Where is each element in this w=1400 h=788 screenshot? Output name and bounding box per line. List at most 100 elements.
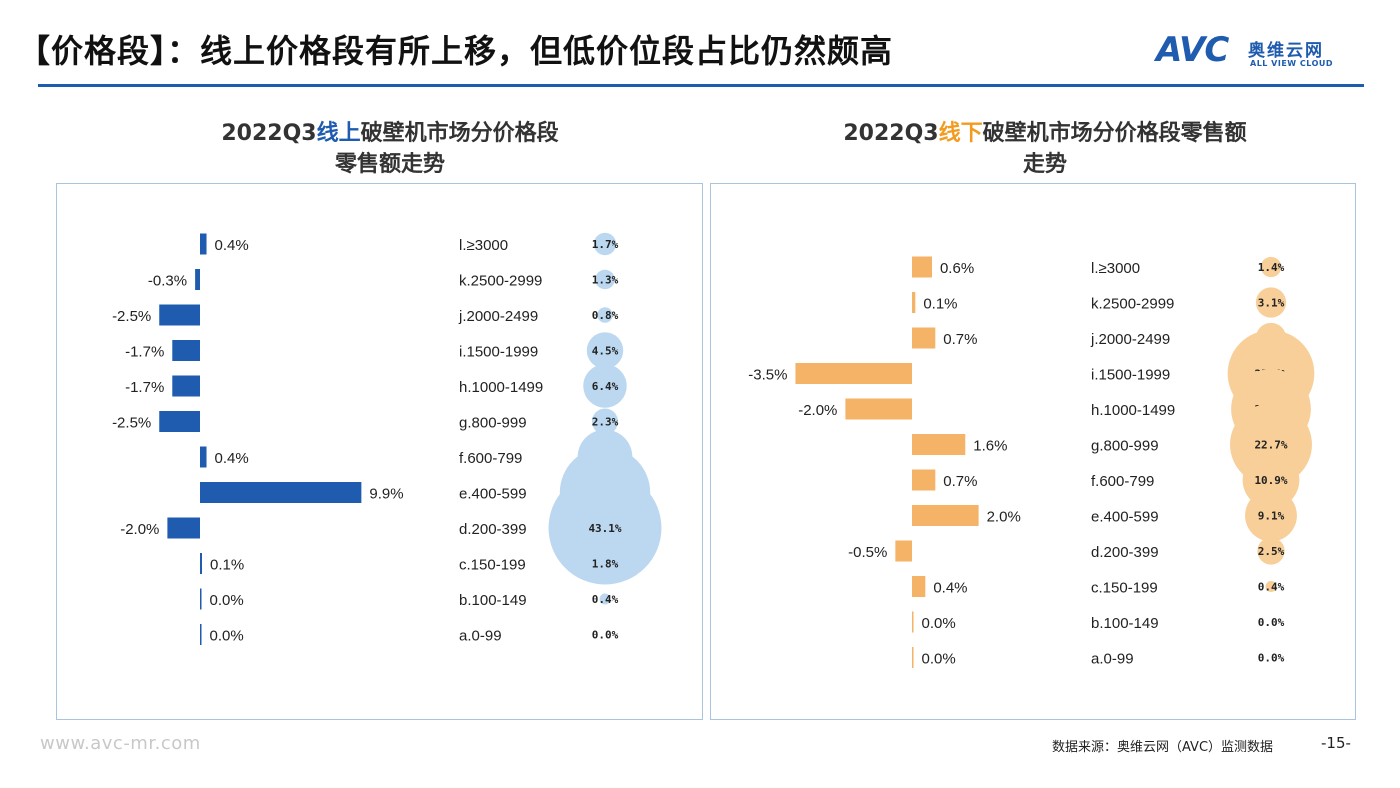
offline-bar [912, 647, 914, 668]
offline-share-label: 0.4% [1258, 581, 1285, 594]
offline-bar-label: 0.0% [922, 651, 956, 668]
offline-bar-label: -2.0% [798, 402, 837, 419]
online-category-label: k.2500-2999 [459, 273, 542, 290]
offline-bar [795, 363, 912, 384]
online-bar [159, 411, 200, 432]
online-share-label: 1.3% [592, 274, 619, 287]
online-bar-label: 0.1% [210, 557, 244, 574]
offline-bar-label: 0.7% [943, 473, 977, 490]
online-bar [200, 588, 202, 610]
offline-share-bubble [1265, 581, 1277, 592]
offline-share-label: 2.5% [1258, 545, 1285, 558]
offline-share-bubble [1245, 489, 1297, 542]
header-divider [38, 84, 1364, 87]
online-bar-label: -1.7% [125, 379, 164, 396]
offline-bar-label: 0.0% [922, 615, 956, 632]
online-bar-label: 0.4% [215, 237, 249, 254]
offline-category-label: a.0-99 [1091, 651, 1134, 668]
online-bar [172, 340, 200, 361]
online-share-bubble [597, 307, 613, 323]
footer-url: www.avc-mr.com [40, 733, 201, 754]
online-share-label: 2.3% [592, 416, 619, 429]
online-share-label: 43.1% [588, 522, 621, 535]
online-share-label: 0.8% [592, 309, 619, 322]
online-title-line2: 零售额走势 [334, 152, 445, 177]
offline-bar [912, 292, 916, 313]
offline-bar [912, 256, 932, 278]
online-category-label: l.≥3000 [459, 237, 508, 254]
online-bar-label: -2.0% [120, 521, 159, 538]
page-number: -15- [1321, 734, 1351, 752]
online-bar [200, 553, 202, 574]
online-share-label: 0.0% [592, 629, 619, 642]
online-share-label: 6.4% [592, 380, 619, 393]
offline-bar [912, 611, 914, 633]
online-category-label: i.1500-1999 [459, 344, 538, 361]
online-share-label: 4.5% [592, 345, 619, 358]
logo-cn-text: 奥维云网 [1248, 41, 1324, 61]
offline-category-label: d.200-399 [1091, 544, 1159, 561]
offline-category-label: g.800-999 [1091, 438, 1159, 455]
offline-bar-label: 2.0% [987, 509, 1021, 526]
offline-category-label: k.2500-2999 [1091, 296, 1174, 313]
offline-share-label: 0.0% [1258, 616, 1285, 629]
online-bar-label: 0.0% [210, 592, 244, 609]
online-category-label: a.0-99 [459, 628, 502, 645]
offline-category-label: i.1500-1999 [1091, 367, 1170, 384]
offline-category-label: b.100-149 [1091, 615, 1159, 632]
offline-bar [912, 469, 936, 491]
offline-bar-label: 1.6% [973, 438, 1007, 455]
offline-bar [912, 434, 966, 455]
online-title-highlight: 线上 [316, 121, 361, 146]
offline-bar-label: 0.7% [943, 331, 977, 348]
offline-category-label: h.1000-1499 [1091, 402, 1175, 419]
online-category-label: c.150-199 [459, 557, 526, 574]
logo-mark: AVC [1156, 30, 1229, 70]
offline-category-label: f.600-799 [1091, 473, 1154, 490]
online-bar [172, 375, 200, 397]
offline-bar-label: -3.5% [748, 367, 787, 384]
online-bar-label: 0.0% [210, 628, 244, 645]
offline-title-rest: 破壁机市场分价格段零售额 [982, 121, 1247, 146]
offline-share-label: 10.9% [1254, 474, 1287, 487]
offline-share-label: 0.0% [1258, 652, 1285, 665]
online-share-bubble [583, 364, 627, 408]
online-share-label: 1.8% [592, 558, 619, 571]
offline-share-label: 3.1% [1258, 297, 1285, 310]
offline-share-label: 9.1% [1258, 510, 1285, 523]
online-category-label: d.200-399 [459, 521, 527, 538]
offline-share-bubble [1260, 256, 1282, 278]
offline-share-label: 22.7% [1254, 439, 1287, 452]
online-share-bubble [599, 593, 611, 605]
offline-bar-label: 0.4% [933, 580, 967, 597]
offline-title-prefix: 2022Q3 [843, 121, 939, 146]
offline-category-label: c.150-199 [1091, 580, 1158, 597]
offline-share-bubble [1255, 287, 1287, 318]
online-share-bubble [586, 332, 624, 369]
online-bar [200, 624, 202, 645]
offline-title-line2: 走势 [1022, 152, 1067, 177]
online-category-label: f.600-799 [459, 450, 522, 467]
offline-chart-title: 2022Q3线下破壁机市场分价格段零售额 走势 [790, 118, 1300, 180]
online-category-label: j.2000-2499 [458, 308, 538, 325]
offline-bar-label: 0.6% [940, 260, 974, 277]
online-chart-title: 2022Q3线上破壁机市场分价格段 零售额走势 [160, 118, 620, 180]
avc-logo: AVC 奥维云网 ALL VIEW CLOUD [1156, 30, 1366, 74]
online-bar-label: -1.7% [125, 344, 164, 361]
offline-bar [912, 505, 979, 526]
online-bar [200, 482, 362, 503]
offline-chart-panel: 0.6% l.≥3000 1.4% 0.1% k.2500-2999 3.1% 0.7% j.… [710, 183, 1356, 720]
online-bar [200, 233, 207, 255]
online-share-bubble [593, 551, 617, 576]
offline-chart-svg: 0.6% l.≥3000 1.4% 0.1% k.2500-2999 3.1% 0.7% j.… [748, 256, 1315, 668]
online-share-bubble [591, 408, 619, 435]
offline-share-bubble [1257, 537, 1285, 565]
offline-category-label: j.2000-2499 [1090, 331, 1170, 348]
online-bar-label: 0.4% [215, 450, 249, 467]
offline-bar [912, 327, 936, 349]
online-share-bubble [595, 269, 615, 290]
online-title-prefix: 2022Q3 [221, 121, 317, 146]
online-bar-label: -0.3% [148, 273, 187, 290]
online-category-label: e.400-599 [459, 486, 527, 503]
online-chart-panel: 0.4% l.≥3000 1.7% -0.3% k.2500-2999 1.3% -2.5%… [56, 183, 703, 720]
